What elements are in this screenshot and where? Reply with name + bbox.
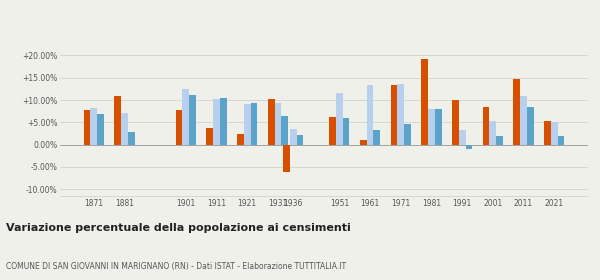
Bar bbox=[373, 130, 380, 145]
Bar bbox=[128, 132, 134, 145]
Bar bbox=[283, 145, 290, 172]
Bar bbox=[220, 98, 227, 145]
Bar bbox=[97, 114, 104, 145]
Bar bbox=[544, 121, 551, 145]
Bar bbox=[459, 130, 466, 145]
Text: Variazione percentuale della popolazione ai censimenti: Variazione percentuale della popolazione… bbox=[6, 223, 351, 233]
Bar bbox=[428, 109, 435, 145]
Bar bbox=[115, 95, 121, 145]
Bar bbox=[452, 101, 459, 145]
Bar bbox=[404, 124, 411, 145]
Bar bbox=[367, 85, 373, 145]
Bar bbox=[483, 107, 490, 145]
Bar bbox=[237, 134, 244, 145]
Bar bbox=[176, 110, 182, 145]
Bar bbox=[83, 110, 91, 145]
Bar bbox=[182, 89, 189, 145]
Bar bbox=[527, 107, 533, 145]
Bar bbox=[213, 99, 220, 145]
Bar bbox=[329, 117, 336, 145]
Bar bbox=[336, 93, 343, 145]
Bar bbox=[360, 140, 367, 145]
Bar bbox=[268, 99, 275, 145]
Bar bbox=[244, 104, 251, 145]
Bar bbox=[466, 145, 472, 149]
Bar bbox=[421, 59, 428, 145]
Bar bbox=[290, 129, 296, 145]
Bar bbox=[496, 136, 503, 145]
Bar bbox=[275, 103, 281, 145]
Bar bbox=[514, 79, 520, 145]
Bar bbox=[490, 121, 496, 145]
Bar bbox=[251, 103, 257, 145]
Bar bbox=[121, 113, 128, 145]
Bar bbox=[343, 118, 349, 145]
Bar bbox=[435, 109, 442, 145]
Bar bbox=[91, 108, 97, 145]
Bar bbox=[551, 122, 557, 145]
Bar bbox=[557, 136, 565, 145]
Bar bbox=[391, 85, 397, 145]
Bar bbox=[189, 95, 196, 145]
Bar bbox=[281, 116, 288, 145]
Bar bbox=[397, 83, 404, 145]
Bar bbox=[520, 96, 527, 145]
Bar bbox=[296, 135, 304, 145]
Text: COMUNE DI SAN GIOVANNI IN MARIGNANO (RN) - Dati ISTAT - Elaborazione TUTTITALIA.: COMUNE DI SAN GIOVANNI IN MARIGNANO (RN)… bbox=[6, 262, 346, 271]
Bar bbox=[206, 128, 213, 145]
